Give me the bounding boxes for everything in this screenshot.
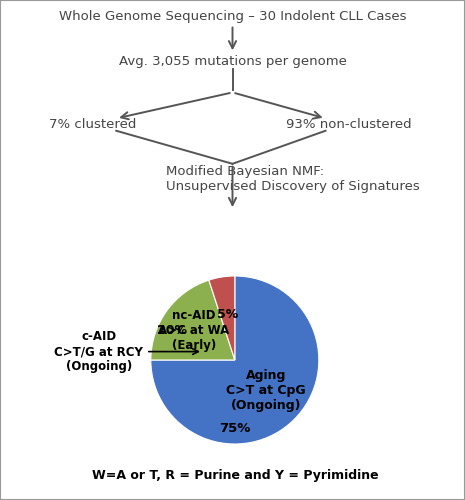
Wedge shape (209, 276, 235, 360)
Text: W=A or T, R = Purine and Y = Pyrimidine: W=A or T, R = Purine and Y = Pyrimidine (92, 470, 378, 482)
Text: 75%: 75% (219, 422, 251, 436)
Text: Aging
C>T at CpG
(Ongoing): Aging C>T at CpG (Ongoing) (226, 370, 306, 412)
Wedge shape (151, 280, 235, 360)
Text: Avg. 3,055 mutations per genome: Avg. 3,055 mutations per genome (119, 55, 346, 68)
Text: 5%: 5% (217, 308, 238, 321)
Wedge shape (151, 276, 319, 444)
Text: Modified Bayesian NMF:
Unsupervised Discovery of Signatures: Modified Bayesian NMF: Unsupervised Disc… (166, 165, 420, 193)
Text: Whole Genome Sequencing – 30 Indolent CLL Cases: Whole Genome Sequencing – 30 Indolent CL… (59, 10, 406, 24)
Text: nc-AID
A>C at WA
(Early): nc-AID A>C at WA (Early) (159, 309, 230, 352)
Text: 20%: 20% (157, 324, 187, 338)
Text: 7% clustered: 7% clustered (49, 118, 137, 131)
Text: c-AID
C>T/G at RCY
(Ongoing): c-AID C>T/G at RCY (Ongoing) (54, 330, 198, 373)
Text: 93% non-clustered: 93% non-clustered (286, 118, 412, 131)
